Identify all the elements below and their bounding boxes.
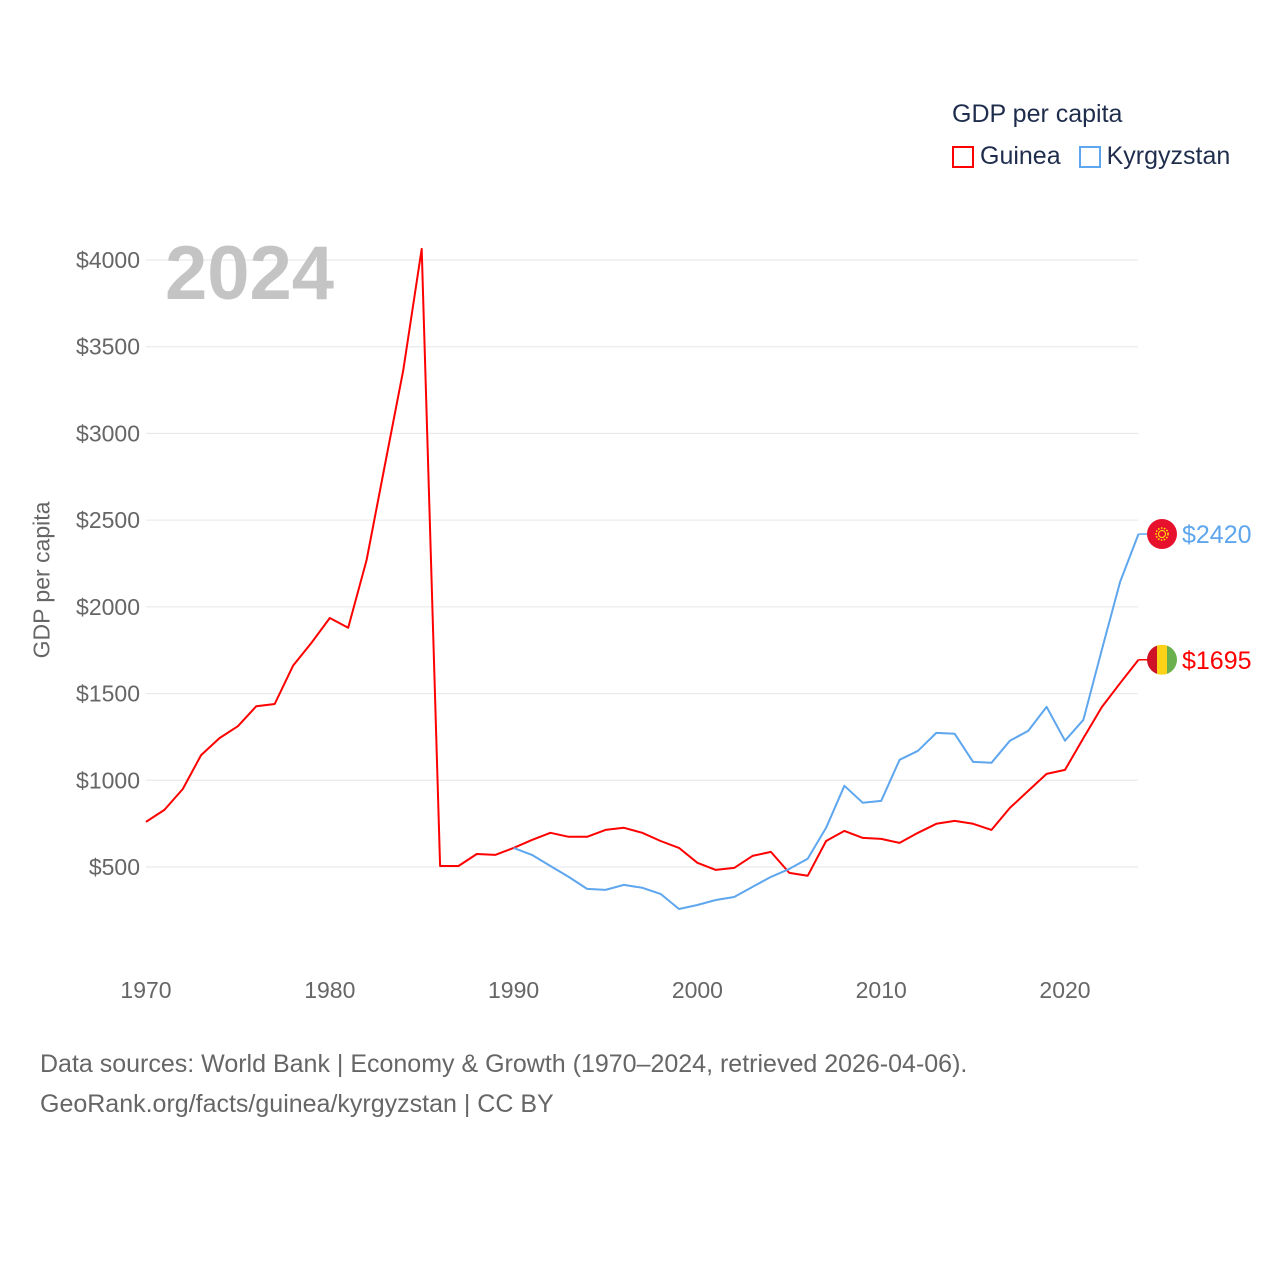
- series-lines: [145, 247, 1140, 910]
- year-label: 2024: [165, 231, 335, 316]
- flag-stripe-green: [1167, 644, 1177, 675]
- y-tick-label: $3000: [76, 420, 140, 446]
- legend-title: GDP per capita: [952, 100, 1123, 128]
- legend-item-guinea[interactable]: Guinea: [952, 142, 1061, 171]
- footer: Data sources: World Bank | Economy & Gro…: [40, 1044, 967, 1124]
- flag-stripe-red: [1147, 644, 1157, 675]
- flag-sun-rays: [1155, 527, 1169, 541]
- kyrgyzstan-flag-icon: [1147, 519, 1177, 550]
- series-line-kyrgyzstan: [513, 533, 1140, 910]
- legend-swatch-kyrgyzstan: [1078, 145, 1101, 168]
- guinea-flag-icon: [1147, 644, 1177, 675]
- end-value-label: $2420: [1182, 521, 1252, 549]
- legend-label-kyrgyzstan: Kyrgyzstan: [1106, 142, 1231, 170]
- legend: Guinea Kyrgyzstan: [952, 142, 1230, 171]
- y-axis-ticks: $500 $1000 $1500 $2000 $2500 $3000 $3500 $4000: [76, 247, 140, 880]
- end-labels: $1695 $2420: [1138, 519, 1252, 675]
- x-tick-label: 1970: [120, 977, 171, 1003]
- y-tick-label: $1500: [76, 681, 140, 707]
- legend-swatch-guinea: [952, 145, 974, 168]
- legend-item-kyrgyzstan[interactable]: Kyrgyzstan: [1078, 142, 1231, 171]
- y-axis-label: GDP per capita: [28, 501, 55, 659]
- legend-label-guinea: Guinea: [980, 142, 1061, 170]
- x-axis-ticks: 1970 1980 1990 2000 2010 2020: [120, 977, 1090, 1003]
- footer-attribution: GeoRank.org/facts/guinea/kyrgyzstan | CC…: [40, 1090, 554, 1118]
- y-tick-label: $500: [89, 854, 140, 880]
- y-tick-label: $2500: [76, 507, 140, 533]
- x-tick-label: 2000: [672, 977, 723, 1003]
- series-line-guinea: [145, 247, 1140, 877]
- x-tick-label: 1980: [304, 977, 355, 1003]
- flag-stripe-yellow: [1157, 644, 1167, 675]
- flag-sun: [1158, 530, 1166, 539]
- x-tick-label: 1990: [488, 977, 539, 1003]
- flag-background: [1147, 519, 1177, 550]
- footer-sources: Data sources: World Bank | Economy & Gro…: [40, 1050, 968, 1078]
- flag-stripes: [1147, 644, 1177, 675]
- end-value-label: $1695: [1182, 647, 1252, 675]
- y-tick-label: $2000: [76, 594, 140, 620]
- y-tick-label: $3500: [76, 334, 140, 360]
- x-tick-label: 2010: [856, 977, 907, 1003]
- y-tick-label: $4000: [76, 247, 140, 273]
- grid-lines: [146, 259, 1138, 868]
- y-tick-label: $1000: [76, 767, 140, 793]
- x-tick-label: 2020: [1039, 977, 1090, 1003]
